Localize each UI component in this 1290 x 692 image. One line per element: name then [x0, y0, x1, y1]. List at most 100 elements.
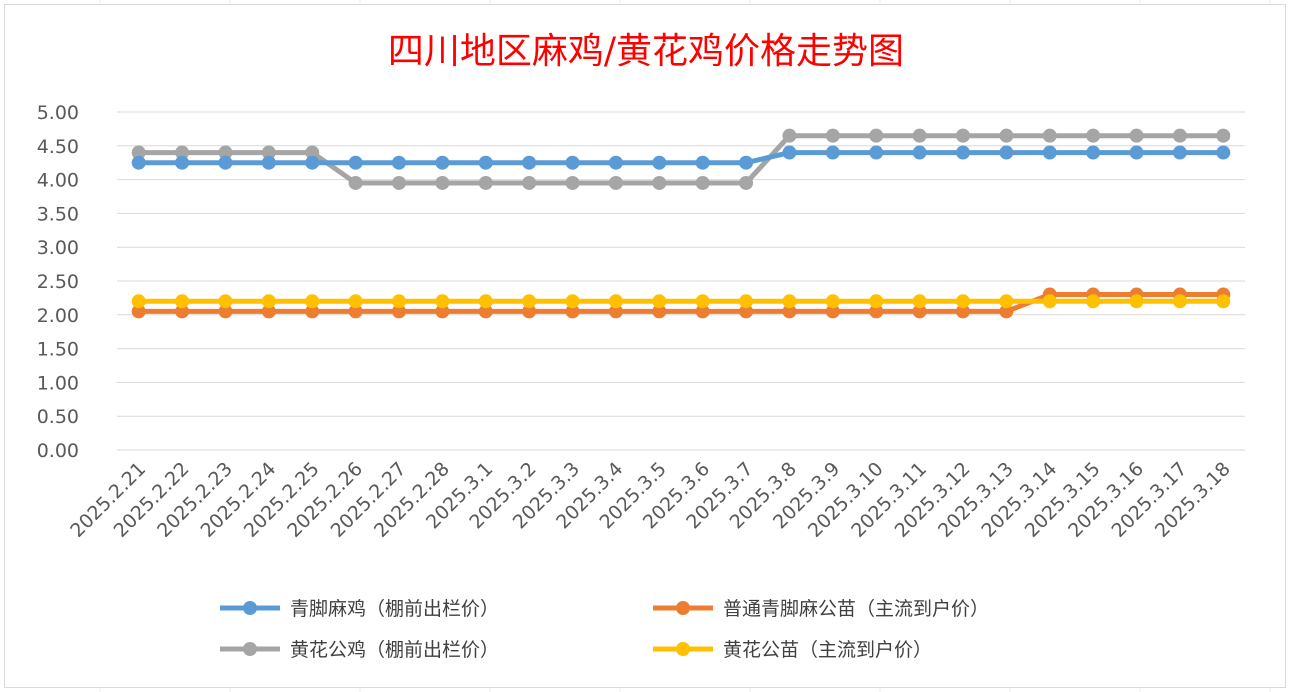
data-point [825, 294, 840, 309]
data-point [652, 175, 667, 190]
data-point [999, 304, 1014, 319]
data-point [175, 294, 190, 309]
data-point [261, 155, 276, 170]
gridlines [117, 111, 1245, 451]
data-point [869, 128, 884, 143]
data-point [782, 128, 797, 143]
data-point [218, 145, 233, 160]
x-axis-ticks: 2025.2.212025.2.222025.2.232025.2.242025… [66, 458, 1235, 542]
legend-swatch-marker [243, 601, 257, 615]
data-point [782, 294, 797, 309]
y-tick-label: 4.50 [37, 136, 79, 158]
series-line [138, 292, 1224, 314]
data-point [782, 304, 797, 319]
data-point [652, 155, 667, 170]
legend-label: 普通青脚麻公苗（主流到户价） [723, 598, 989, 620]
data-point [956, 128, 970, 143]
data-point [565, 304, 580, 319]
legend-entry[interactable]: 普通青脚麻公苗（主流到户价） [653, 598, 989, 620]
data-point [1086, 294, 1101, 309]
legend-swatch-marker [676, 601, 690, 615]
data-point [175, 155, 190, 170]
data-point [1042, 145, 1057, 160]
data-point [1042, 128, 1057, 143]
y-tick-label: 1.00 [37, 372, 79, 394]
data-point [478, 175, 493, 190]
data-point [739, 155, 754, 170]
data-point [522, 304, 537, 319]
y-tick-label: 0.00 [37, 440, 79, 462]
legend: 青脚麻鸡（棚前出栏价） 普通青脚麻公苗（主流到户价） 黄花公鸡（棚前出栏价） 黄花公苗… [220, 598, 989, 661]
legend-label: 青脚麻鸡（棚前出栏价） [290, 598, 499, 620]
data-point [1129, 128, 1144, 143]
y-tick-label: 2.50 [37, 271, 79, 293]
data-point [825, 128, 840, 143]
line-chart: 四川地区麻鸡/黄花鸡价格走势图 0.00 0.50 1.00 1.50 2.00 2.50… [37, 31, 1245, 661]
data-point [131, 304, 146, 319]
data-point [608, 155, 623, 170]
data-point [956, 294, 970, 309]
legend-entry[interactable]: 青脚麻鸡（棚前出栏价） [220, 598, 499, 620]
series-lines [131, 128, 1231, 319]
data-point [261, 304, 276, 319]
data-point [956, 304, 970, 319]
data-point [912, 145, 927, 160]
data-point [608, 294, 623, 309]
data-point [782, 145, 797, 160]
data-point [1129, 294, 1144, 309]
data-point [1172, 294, 1187, 309]
series-2 [131, 128, 1231, 190]
y-axis-ticks: 0.00 0.50 1.00 1.50 2.00 2.50 3.00 3.50 4.00 4.50… [37, 102, 79, 462]
data-point [652, 294, 667, 309]
data-point [435, 175, 450, 190]
data-point [131, 294, 146, 309]
legend-entry[interactable]: 黄花公鸡（棚前出栏价） [220, 639, 499, 661]
data-point [739, 304, 754, 319]
data-point [652, 304, 667, 319]
data-point [739, 175, 754, 190]
data-point [869, 294, 884, 309]
data-point [261, 294, 276, 309]
data-point [869, 304, 884, 319]
data-point [218, 294, 233, 309]
data-point [1172, 128, 1187, 143]
data-point [739, 294, 754, 309]
data-point [522, 294, 537, 309]
data-point [392, 175, 406, 190]
data-point [392, 294, 406, 309]
data-point [392, 155, 406, 170]
data-point [695, 294, 710, 309]
data-point [522, 175, 537, 190]
series-0 [131, 145, 1231, 170]
data-point [565, 175, 580, 190]
data-point [869, 145, 884, 160]
y-tick-label: 5.00 [37, 102, 79, 124]
data-point [608, 175, 623, 190]
data-point [131, 155, 146, 170]
data-point [392, 304, 406, 319]
legend-entry[interactable]: 黄花公苗（主流到户价） [653, 639, 932, 661]
series-line [138, 150, 1224, 166]
y-tick-label: 4.00 [37, 170, 79, 192]
data-point [348, 155, 363, 170]
data-point [348, 175, 363, 190]
chart-area[interactable]: 四川地区麻鸡/黄花鸡价格走势图 0.00 0.50 1.00 1.50 2.00 2.50… [4, 4, 1286, 688]
data-point [348, 304, 363, 319]
data-point [348, 294, 363, 309]
y-tick-label: 3.50 [37, 203, 79, 225]
data-point [1216, 145, 1231, 160]
data-point [478, 294, 493, 309]
legend-label: 黄花公鸡（棚前出栏价） [290, 639, 499, 661]
legend-swatch-marker [676, 642, 690, 656]
data-point [999, 128, 1014, 143]
data-point [1216, 294, 1231, 309]
data-point [1042, 294, 1057, 309]
data-point [695, 304, 710, 319]
data-point [478, 304, 493, 319]
data-point [305, 304, 320, 319]
data-point [435, 155, 450, 170]
y-tick-label: 3.00 [37, 237, 79, 259]
data-point [478, 155, 493, 170]
data-point [608, 304, 623, 319]
data-point [912, 294, 927, 309]
